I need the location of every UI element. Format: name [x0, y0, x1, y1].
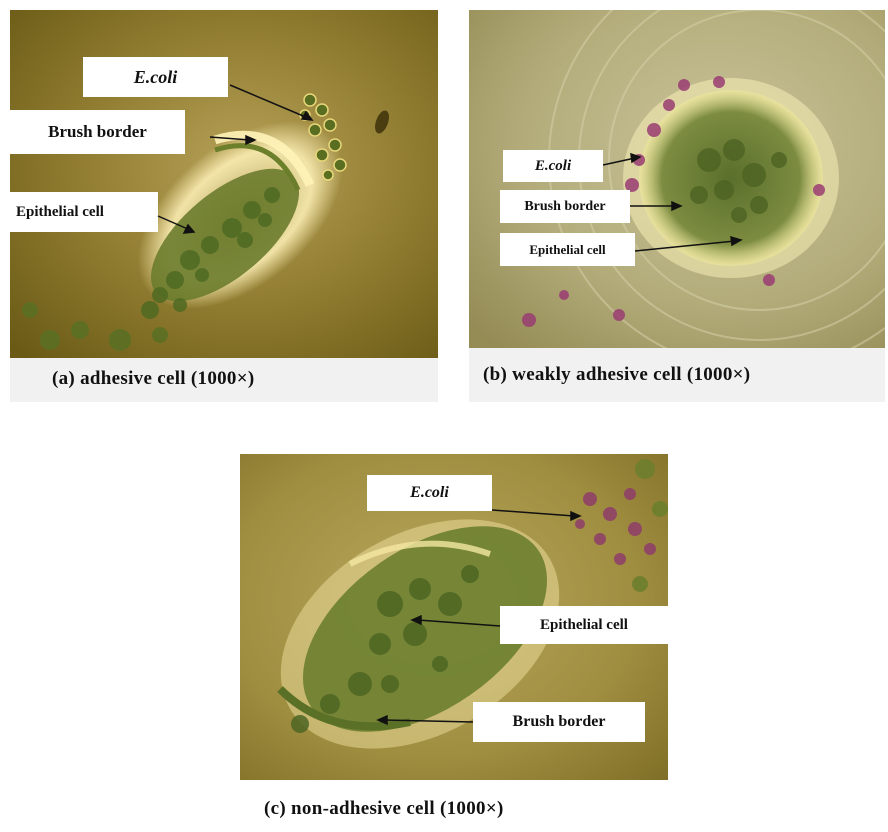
label-epithelial-cell-a: Epithelial cell [10, 192, 158, 232]
panel-b: E.coli Brush border Epithelial cell (b) … [455, 0, 888, 405]
caption-b: (b) weakly adhesive cell (1000×) [483, 364, 751, 385]
label-brush-border-b: Brush border [500, 190, 630, 223]
panel-c: E.coli Epithelial cell Brush border (c) … [238, 452, 670, 832]
label-epithelial-cell-c: Epithelial cell [500, 606, 668, 644]
caption-band-a [10, 358, 438, 402]
label-ecoli-c: E.coli [367, 475, 492, 511]
panel-a: E.coli Brush border Epithelial cell (a) … [0, 0, 440, 405]
caption-a: (a) adhesive cell (1000×) [52, 368, 255, 389]
label-ecoli-a: E.coli [83, 57, 228, 97]
label-brush-border-c: Brush border [473, 702, 645, 742]
caption-band-b [469, 348, 885, 402]
label-ecoli-b: E.coli [503, 150, 603, 182]
label-epithelial-cell-b: Epithelial cell [500, 233, 635, 266]
caption-c: (c) non-adhesive cell (1000×) [264, 798, 504, 819]
label-brush-border-a: Brush border [10, 110, 185, 154]
